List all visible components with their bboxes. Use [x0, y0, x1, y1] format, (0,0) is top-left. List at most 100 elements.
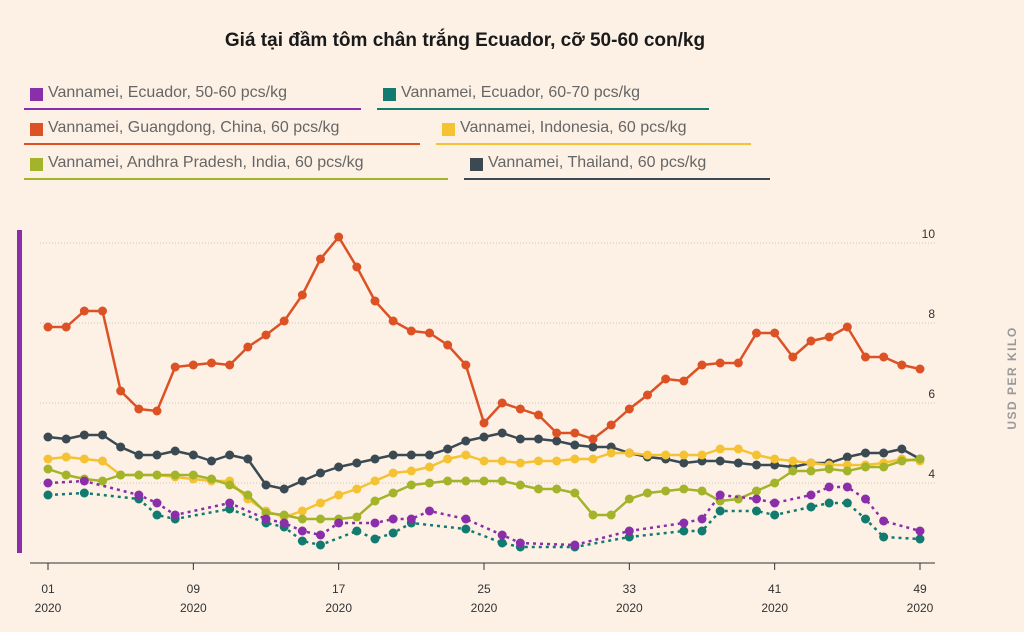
data-point[interactable] — [188, 470, 198, 480]
data-point[interactable] — [152, 498, 162, 508]
data-point[interactable] — [352, 512, 362, 522]
data-point[interactable] — [752, 450, 761, 460]
data-point[interactable] — [879, 532, 889, 542]
data-point[interactable] — [461, 514, 471, 524]
data-point[interactable] — [770, 478, 780, 488]
data-point[interactable] — [43, 478, 53, 488]
data-point[interactable] — [188, 450, 198, 460]
data-point[interactable] — [643, 390, 652, 400]
data-point[interactable] — [461, 360, 471, 370]
data-point[interactable] — [134, 470, 144, 480]
data-point[interactable] — [225, 450, 235, 460]
data-point[interactable] — [842, 482, 852, 492]
data-point[interactable] — [98, 306, 107, 316]
data-point[interactable] — [243, 454, 253, 464]
data-point[interactable] — [170, 446, 180, 456]
data-point[interactable] — [352, 526, 362, 536]
data-point[interactable] — [388, 488, 398, 498]
data-point[interactable] — [297, 514, 307, 524]
data-point[interactable] — [370, 296, 380, 306]
data-point[interactable] — [443, 444, 453, 454]
data-point[interactable] — [261, 480, 271, 490]
data-point[interactable] — [243, 342, 253, 352]
data-point[interactable] — [570, 454, 580, 464]
data-point[interactable] — [406, 326, 416, 336]
data-point[interactable] — [588, 454, 598, 464]
data-point[interactable] — [643, 450, 652, 460]
data-point[interactable] — [316, 498, 325, 508]
data-point[interactable] — [443, 454, 453, 464]
data-point[interactable] — [406, 450, 416, 460]
data-point[interactable] — [861, 462, 870, 472]
legend-item-ecuador-50-60[interactable]: Vannamei, Ecuador, 50-60 pcs/kg — [24, 84, 361, 110]
data-point[interactable] — [425, 450, 434, 460]
data-point[interactable] — [316, 468, 325, 478]
data-point[interactable] — [334, 490, 344, 500]
data-point[interactable] — [152, 510, 162, 520]
data-point[interactable] — [297, 536, 307, 546]
data-point[interactable] — [43, 432, 53, 442]
data-point[interactable] — [679, 526, 689, 536]
data-point[interactable] — [497, 538, 507, 548]
data-point[interactable] — [261, 514, 271, 524]
data-point[interactable] — [497, 530, 507, 540]
data-point[interactable] — [61, 434, 71, 444]
data-point[interactable] — [370, 476, 380, 486]
data-point[interactable] — [297, 506, 307, 516]
data-point[interactable] — [534, 410, 543, 420]
data-point[interactable] — [170, 362, 180, 372]
data-point[interactable] — [806, 466, 816, 476]
data-point[interactable] — [497, 398, 507, 408]
data-point[interactable] — [715, 444, 725, 454]
data-point[interactable] — [697, 526, 707, 536]
data-point[interactable] — [98, 430, 107, 440]
data-point[interactable] — [879, 352, 889, 362]
data-point[interactable] — [806, 336, 816, 346]
data-point[interactable] — [352, 262, 362, 272]
data-point[interactable] — [425, 506, 434, 516]
data-point[interactable] — [79, 488, 89, 498]
data-point[interactable] — [461, 450, 471, 460]
data-point[interactable] — [661, 486, 671, 496]
data-point[interactable] — [824, 464, 834, 474]
data-point[interactable] — [715, 490, 725, 500]
data-point[interactable] — [842, 466, 852, 476]
data-point[interactable] — [461, 476, 471, 486]
data-point[interactable] — [316, 254, 325, 264]
data-point[interactable] — [679, 458, 689, 468]
data-point[interactable] — [697, 450, 707, 460]
data-point[interactable] — [552, 456, 562, 466]
legend-item-china[interactable]: Vannamei, Guangdong, China, 60 pcs/kg — [24, 119, 420, 145]
data-point[interactable] — [515, 404, 525, 414]
data-point[interactable] — [661, 374, 671, 384]
data-point[interactable] — [370, 454, 380, 464]
data-point[interactable] — [624, 404, 634, 414]
data-point[interactable] — [770, 510, 780, 520]
data-point[interactable] — [606, 510, 616, 520]
data-point[interactable] — [534, 434, 543, 444]
data-point[interactable] — [770, 328, 780, 338]
data-point[interactable] — [915, 454, 925, 464]
data-point[interactable] — [79, 430, 89, 440]
data-point[interactable] — [606, 420, 616, 430]
data-point[interactable] — [207, 358, 216, 368]
data-point[interactable] — [824, 498, 834, 508]
data-point[interactable] — [588, 434, 598, 444]
data-point[interactable] — [897, 456, 907, 466]
data-point[interactable] — [43, 490, 53, 500]
data-point[interactable] — [425, 462, 434, 472]
data-point[interactable] — [207, 474, 216, 484]
data-point[interactable] — [207, 456, 216, 466]
data-point[interactable] — [534, 456, 543, 466]
data-point[interactable] — [697, 360, 707, 370]
data-point[interactable] — [733, 444, 743, 454]
data-point[interactable] — [134, 490, 144, 500]
data-point[interactable] — [552, 484, 562, 494]
data-point[interactable] — [279, 484, 289, 494]
data-point[interactable] — [297, 526, 307, 536]
data-point[interactable] — [842, 498, 852, 508]
data-point[interactable] — [861, 494, 870, 504]
data-point[interactable] — [43, 322, 53, 332]
data-point[interactable] — [406, 466, 416, 476]
data-point[interactable] — [43, 454, 53, 464]
